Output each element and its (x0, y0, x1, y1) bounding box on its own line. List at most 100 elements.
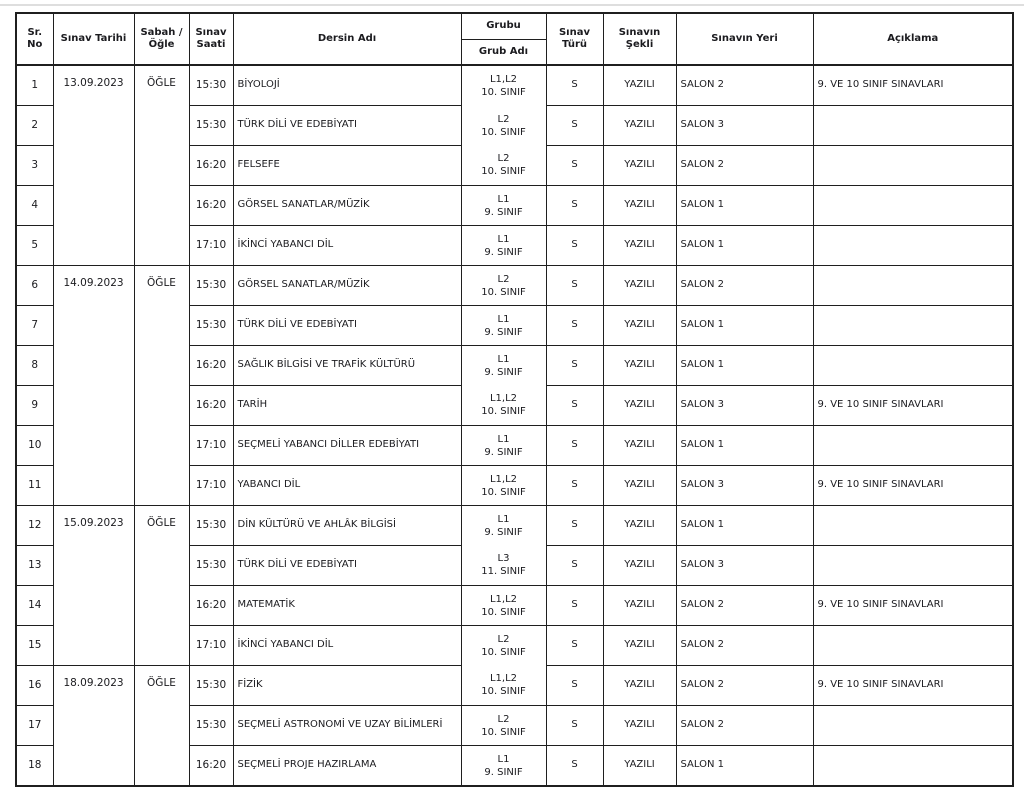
col-header-group-name: Grub Adı (460, 39, 547, 66)
cell-note (812, 505, 1014, 546)
cell-group: L2 10. SINIF (460, 705, 547, 746)
cell-session: ÖĞLE (133, 505, 190, 666)
cell-exam-time: 15:30 (188, 305, 234, 346)
cell-exam-date: 15.09.2023 (52, 505, 135, 666)
cell-exam-time: 16:20 (188, 585, 234, 626)
cell-note: 9. VE 10 SINIF SINAVLARI (812, 585, 1014, 626)
group-code: L1,L2 (489, 473, 518, 485)
cell-exam-time: 16:20 (188, 145, 234, 186)
cell-exam-type: S (545, 265, 604, 306)
cell-course-name: TÜRK DİLİ VE EDEBİYATI (232, 545, 462, 586)
cell-course-name: BİYOLOJİ (232, 64, 462, 106)
cell-exam-place: SALON 2 (675, 265, 814, 306)
cell-exam-type: S (545, 345, 604, 386)
col-header-sr-no: Sr. No (15, 12, 54, 66)
cell-group: L2 10. SINIF (460, 105, 547, 146)
cell-exam-time: 16:20 (188, 185, 234, 226)
cell-sr-no: 13 (15, 545, 54, 586)
cell-exam-type: S (545, 64, 604, 106)
cell-note (812, 745, 1014, 787)
cell-sr-no: 11 (15, 465, 54, 506)
cell-course-name: FELSEFE (232, 145, 462, 186)
cell-sr-no: 1 (15, 64, 54, 106)
cell-exam-time: 15:30 (188, 505, 234, 546)
cell-group: L1,L2 10. SINIF (460, 665, 547, 706)
group-code: L1 (497, 233, 510, 245)
cell-note (812, 225, 1014, 266)
cell-exam-type: S (545, 225, 604, 266)
group-name: 10. SINIF (481, 726, 526, 738)
cell-exam-place: SALON 2 (675, 665, 814, 706)
group-name: 10. SINIF (481, 286, 526, 298)
table-row: 14 16:20 MATEMATİK L1,L2 10. SINIF S YAZILI SAL… (15, 585, 1014, 626)
group-name: 10. SINIF (481, 126, 526, 138)
cell-exam-format: YAZILI (602, 585, 677, 626)
group-code: L2 (497, 153, 510, 165)
cell-exam-time: 15:30 (188, 545, 234, 586)
cell-course-name: FİZİK (232, 665, 462, 706)
col-header-format: Sınavın Şekli (602, 12, 677, 66)
cell-exam-type: S (545, 145, 604, 186)
cell-exam-time: 15:30 (188, 665, 234, 706)
cell-exam-place: SALON 1 (675, 225, 814, 266)
exam-schedule-table: Sr. No Sınav Tarihi Sabah / Öğle Sınav S… (15, 12, 1014, 787)
cell-note (812, 345, 1014, 386)
cell-sr-no: 6 (15, 265, 54, 306)
cell-exam-date: 18.09.2023 (52, 665, 135, 787)
group-name: 9. SINIF (484, 246, 523, 258)
cell-group: L1 9. SINIF (460, 185, 547, 226)
group-code: L1,L2 (489, 673, 518, 685)
cell-note (812, 265, 1014, 306)
cell-exam-place: SALON 3 (675, 105, 814, 146)
cell-exam-format: YAZILI (602, 625, 677, 666)
cell-exam-place: SALON 2 (675, 585, 814, 626)
cell-note (812, 185, 1014, 226)
cell-exam-type: S (545, 425, 604, 466)
cell-exam-type: S (545, 465, 604, 506)
col-header-place: Sınavın Yeri (675, 12, 814, 66)
cell-group: L2 10. SINIF (460, 145, 547, 186)
table-row: 11 17:10 YABANCI DİL L1,L2 10. SINIF S YAZILI S… (15, 465, 1014, 506)
cell-exam-time: 16:20 (188, 745, 234, 787)
cell-note (812, 705, 1014, 746)
cell-sr-no: 16 (15, 665, 54, 706)
table-row: 8 16:20 SAĞLIK BİLGİSİ VE TRAFİK KÜLTÜRÜ L1… (15, 345, 1014, 386)
cell-exam-place: SALON 2 (675, 705, 814, 746)
cell-exam-format: YAZILI (602, 505, 677, 546)
cell-course-name: TÜRK DİLİ VE EDEBİYATI (232, 105, 462, 146)
cell-group: L1 9. SINIF (460, 425, 547, 466)
col-header-date: Sınav Tarihi (52, 12, 135, 66)
group-name: 9. SINIF (484, 326, 523, 338)
cell-group: L1,L2 10. SINIF (460, 65, 547, 106)
table-row: 4 16:20 GÖRSEL SANATLAR/MÜZİK L1 9. SINIF S YA… (15, 185, 1014, 226)
group-code: L2 (497, 273, 510, 285)
cell-sr-no: 2 (15, 105, 54, 146)
group-code: L1 (497, 193, 510, 205)
cell-note (812, 105, 1014, 146)
cell-course-name: SAĞLIK BİLGİSİ VE TRAFİK KÜLTÜRÜ (232, 345, 462, 386)
group-code: L1 (497, 433, 510, 445)
page-top-divider (0, 4, 1024, 6)
group-code: L2 (497, 633, 510, 645)
cell-exam-place: SALON 1 (675, 505, 814, 546)
cell-exam-type: S (545, 305, 604, 346)
cell-group: L1 9. SINIF (460, 345, 547, 386)
table-header: Sr. No Sınav Tarihi Sabah / Öğle Sınav S… (15, 12, 1014, 66)
cell-sr-no: 8 (15, 345, 54, 386)
cell-exam-time: 17:10 (188, 465, 234, 506)
table-row: 12 15.09.2023 ÖĞLE 15:30 DİN KÜLTÜRÜ VE AHLÂ… (15, 505, 1014, 666)
cell-group: L1 9. SINIF (460, 745, 547, 787)
cell-group: L1 9. SINIF (460, 505, 547, 546)
cell-note (812, 425, 1014, 466)
cell-course-name: SEÇMELİ PROJE HAZIRLAMA (232, 745, 462, 787)
cell-note (812, 145, 1014, 186)
group-code: L1 (497, 313, 510, 325)
group-code: L1,L2 (489, 593, 518, 605)
cell-sr-no: 9 (15, 385, 54, 426)
cell-exam-format: YAZILI (602, 345, 677, 386)
cell-course-name: MATEMATİK (232, 585, 462, 626)
group-name: 9. SINIF (484, 446, 523, 458)
cell-exam-type: S (545, 105, 604, 146)
cell-exam-place: SALON 1 (675, 185, 814, 226)
